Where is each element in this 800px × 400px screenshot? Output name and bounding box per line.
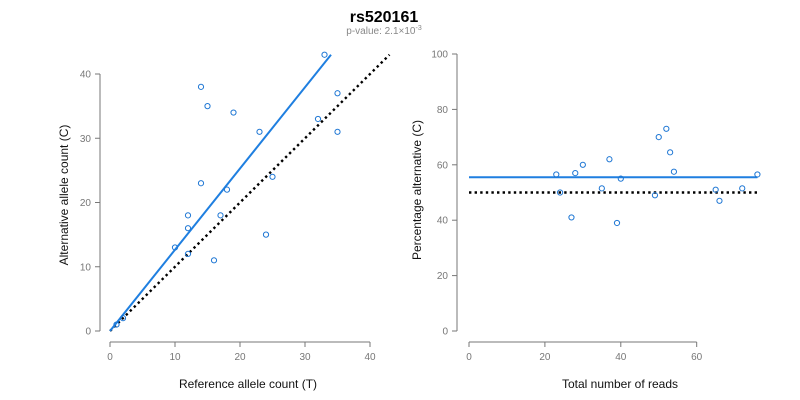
- data-point: [613, 219, 621, 227]
- data-point: [184, 250, 192, 257]
- x-tick-label: 10: [169, 352, 181, 363]
- data-point: [262, 231, 270, 238]
- x-tick-label: 0: [107, 352, 113, 363]
- data-point: [663, 125, 670, 132]
- data-point: [754, 171, 761, 178]
- data-point: [670, 168, 678, 175]
- data-point: [651, 192, 659, 199]
- y-axis-label: Alternative allele count (C): [57, 125, 71, 266]
- data-point: [568, 214, 575, 221]
- data-point: [334, 90, 341, 97]
- y-axis-label: Percentage alternative (C): [410, 120, 424, 260]
- x-axis-label: Reference allele count (T): [179, 377, 317, 391]
- data-point: [572, 170, 579, 177]
- data-point: [184, 212, 192, 219]
- data-point: [314, 115, 322, 123]
- data-point: [223, 186, 231, 193]
- chart-title: rs520161: [350, 9, 419, 26]
- data-point: [230, 109, 237, 116]
- p-value-exponent: -3: [415, 25, 421, 32]
- x-tick-label: 0: [466, 352, 472, 363]
- data-point: [119, 315, 127, 322]
- data-point: [204, 103, 211, 110]
- y-tick-label: 100: [431, 50, 448, 61]
- data-point: [113, 321, 120, 328]
- data-point: [256, 128, 263, 135]
- data-point: [197, 180, 205, 187]
- data-point: [553, 171, 560, 178]
- y-tick-label: 60: [437, 160, 449, 171]
- data-point: [667, 149, 674, 156]
- data-point: [171, 244, 179, 251]
- x-tick-label: 60: [691, 352, 703, 363]
- y-tick-label: 20: [80, 198, 92, 209]
- x-tick-label: 40: [615, 352, 627, 363]
- y-tick-label: 10: [80, 262, 92, 273]
- data-point: [556, 189, 564, 196]
- x-tick-label: 20: [539, 352, 551, 363]
- y-tick-label: 40: [80, 70, 92, 81]
- x-axis-label: Total number of reads: [562, 377, 678, 391]
- chart-subtitle: p-value: 2.1×10-3: [346, 25, 422, 37]
- left-panel-allele-counts: 0 10 20 30 40 0 10 20 30 40 Reference allele count…: [57, 51, 391, 391]
- data-point: [716, 197, 723, 204]
- y-tick-label: 30: [80, 134, 92, 145]
- data-point: [210, 257, 218, 264]
- reference-line: [109, 53, 391, 332]
- y-tick-label: 0: [85, 327, 91, 338]
- x-tick-label: 40: [364, 352, 376, 363]
- data-point: [217, 212, 224, 219]
- y-tick-label: 20: [437, 271, 449, 282]
- x-tick-label: 20: [234, 352, 246, 363]
- right-panel-percentage: 0 20 40 60 0 20 40 60 80 100 Total number of reads…: [410, 50, 761, 391]
- data-point: [617, 175, 624, 182]
- x-tick-label: 30: [299, 352, 311, 363]
- data-point: [598, 185, 605, 192]
- y-tick-label: 0: [442, 327, 448, 338]
- p-value-text: p-value: 2.1×10: [346, 26, 416, 37]
- data-point: [606, 156, 613, 163]
- y-tick-label: 40: [437, 216, 449, 227]
- data-point: [269, 173, 276, 180]
- y-tick-label: 80: [437, 105, 449, 116]
- fit-line: [109, 54, 332, 332]
- data-point: [579, 161, 586, 168]
- data-point: [334, 128, 341, 135]
- data-point: [655, 134, 662, 141]
- data-point: [184, 225, 192, 232]
- data-point: [739, 185, 746, 192]
- data-point: [197, 83, 205, 90]
- data-point: [321, 51, 328, 58]
- data-point: [712, 186, 719, 193]
